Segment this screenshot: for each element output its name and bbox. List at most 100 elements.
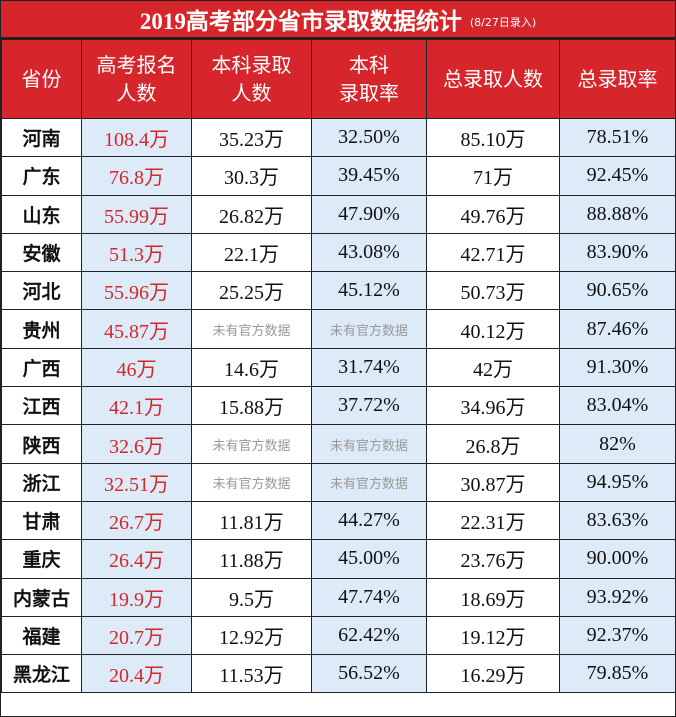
data-cell: 未有官方数据 — [191, 462, 312, 502]
data-cell: 31.74% — [311, 347, 427, 388]
table-row: 甘肃 26.7万 11.81万 44.27% 22.31万 83.63% — [1, 500, 676, 541]
header-line: 总录取率 — [577, 67, 658, 91]
province-cell: 重庆 — [1, 539, 82, 579]
header-line: 人数 — [231, 81, 272, 105]
data-cell: 未有官方数据 — [191, 424, 312, 464]
data-cell: 26.4万 — [81, 539, 192, 579]
data-cell: 12.92万 — [191, 615, 312, 656]
header-line: 录取率 — [339, 81, 399, 105]
data-cell: 25.25万 — [191, 271, 312, 311]
data-cell: 71万 — [426, 156, 560, 196]
data-cell: 42.71万 — [426, 232, 560, 273]
data-cell: 51.3万 — [81, 232, 192, 273]
data-cell: 39.45% — [311, 156, 427, 196]
data-cell: 26.8万 — [426, 424, 560, 464]
data-cell: 76.8万 — [81, 156, 192, 196]
data-cell: 26.82万 — [191, 194, 312, 234]
table-row: 福建 20.7万 12.92万 62.42% 19.12万 92.37% — [1, 615, 676, 656]
data-cell: 87.46% — [559, 309, 676, 349]
data-cell: 92.37% — [559, 615, 676, 656]
data-cell: 93.92% — [559, 577, 676, 617]
data-cell: 30.3万 — [191, 156, 312, 196]
data-cell: 37.72% — [311, 386, 427, 426]
province-cell: 陕西 — [1, 424, 82, 464]
header-cell: 本科录取 人数 — [191, 39, 312, 119]
data-cell: 78.51% — [559, 117, 676, 158]
data-cell: 82% — [559, 424, 676, 464]
data-cell: 56.52% — [311, 654, 427, 694]
data-cell: 35.23万 — [191, 117, 312, 158]
province-cell: 黑龙江 — [1, 654, 82, 694]
table-row: 河南 108.4万 35.23万 32.50% 85.10万 78.51% — [1, 117, 676, 158]
table-row: 内蒙古 19.9万 9.5万 47.74% 18.69万 93.92% — [1, 577, 676, 617]
table-row: 安徽 51.3万 22.1万 43.08% 42.71万 83.90% — [1, 232, 676, 273]
data-cell: 62.42% — [311, 615, 427, 656]
data-cell: 91.30% — [559, 347, 676, 388]
table-row: 浙江 32.51万 未有官方数据 未有官方数据 30.87万 94.95% — [1, 462, 676, 502]
data-cell: 49.76万 — [426, 194, 560, 234]
data-cell: 46万 — [81, 347, 192, 388]
data-cell: 30.87万 — [426, 462, 560, 502]
title: 2019高考部分省市录取数据统计 — [139, 9, 462, 34]
data-cell: 32.50% — [311, 117, 427, 158]
header-line: 总录取人数 — [443, 67, 543, 91]
data-cell: 未有官方数据 — [311, 462, 427, 502]
table: 省份 高考报名 人数 本科录取 人数 本科 录取率 总录取人数 总录取率 河南 108.4万 35.… — [1, 39, 676, 694]
data-cell: 45.12% — [311, 271, 427, 311]
note: (8/27日录入) — [469, 16, 537, 29]
header-line: 本科 — [349, 53, 389, 77]
data-cell: 45.87万 — [81, 309, 192, 349]
table-row: 山东 55.99万 26.82万 47.90% 49.76万 88.88% — [1, 194, 676, 234]
table-row: 河北 55.96万 25.25万 45.12% 50.73万 90.65% — [1, 271, 676, 311]
header-cell: 总录取人数 — [426, 39, 560, 119]
data-cell: 11.81万 — [191, 500, 312, 541]
data-cell: 85.10万 — [426, 117, 560, 158]
data-cell: 108.4万 — [81, 117, 192, 158]
header-line: 本科录取 — [211, 53, 292, 77]
data-cell: 83.04% — [559, 386, 676, 426]
province-cell: 山东 — [1, 194, 82, 234]
province-cell: 内蒙古 — [1, 577, 82, 617]
province-cell: 广西 — [1, 347, 82, 388]
province-cell: 福建 — [1, 615, 82, 656]
data-cell: 55.99万 — [81, 194, 192, 234]
province-cell: 甘肃 — [1, 500, 82, 541]
data-cell: 32.6万 — [81, 424, 192, 464]
data-cell: 34.96万 — [426, 386, 560, 426]
data-cell: 14.6万 — [191, 347, 312, 388]
table-row: 陕西 32.6万 未有官方数据 未有官方数据 26.8万 82% — [1, 424, 676, 464]
data-cell: 83.63% — [559, 500, 676, 541]
data-cell: 23.76万 — [426, 539, 560, 579]
header-cell: 总录取率 — [559, 39, 676, 119]
province-cell: 江西 — [1, 386, 82, 426]
data-cell: 32.51万 — [81, 462, 192, 502]
data-cell: 45.00% — [311, 539, 427, 579]
data-cell: 90.00% — [559, 539, 676, 579]
header-row: 省份 高考报名 人数 本科录取 人数 本科 录取率 总录取人数 总录取率 — [1, 39, 676, 119]
table-row: 广东 76.8万 30.3万 39.45% 71万 92.45% — [1, 156, 676, 196]
data-cell: 9.5万 — [191, 577, 312, 617]
title-bar: 2019高考部分省市录取数据统计 (8/27日录入) — [1, 1, 675, 39]
data-cell: 42.1万 — [81, 386, 192, 426]
header-line: 人数 — [116, 81, 157, 105]
province-cell: 浙江 — [1, 462, 82, 502]
header-cell: 高考报名 人数 — [81, 39, 192, 119]
data-cell: 88.88% — [559, 194, 676, 234]
data-cell: 19.12万 — [426, 615, 560, 656]
header-line: 省份 — [21, 67, 62, 91]
province-cell: 河北 — [1, 271, 82, 311]
table-row: 江西 42.1万 15.88万 37.72% 34.96万 83.04% — [1, 386, 676, 426]
table-row: 贵州 45.87万 未有官方数据 未有官方数据 40.12万 87.46% — [1, 309, 676, 349]
data-cell: 未有官方数据 — [311, 309, 427, 349]
data-cell: 11.88万 — [191, 539, 312, 579]
province-cell: 安徽 — [1, 232, 82, 273]
table-row: 广西 46万 14.6万 31.74% 42万 91.30% — [1, 347, 676, 388]
data-cell: 40.12万 — [426, 309, 560, 349]
header-line: 高考报名 — [96, 53, 177, 77]
table-body: 河南 108.4万 35.23万 32.50% 85.10万 78.51% 广东 76.8万 3… — [1, 117, 676, 694]
data-cell: 20.7万 — [81, 615, 192, 656]
data-cell: 92.45% — [559, 156, 676, 196]
header-cell: 本科 录取率 — [311, 39, 427, 119]
data-cell: 44.27% — [311, 500, 427, 541]
